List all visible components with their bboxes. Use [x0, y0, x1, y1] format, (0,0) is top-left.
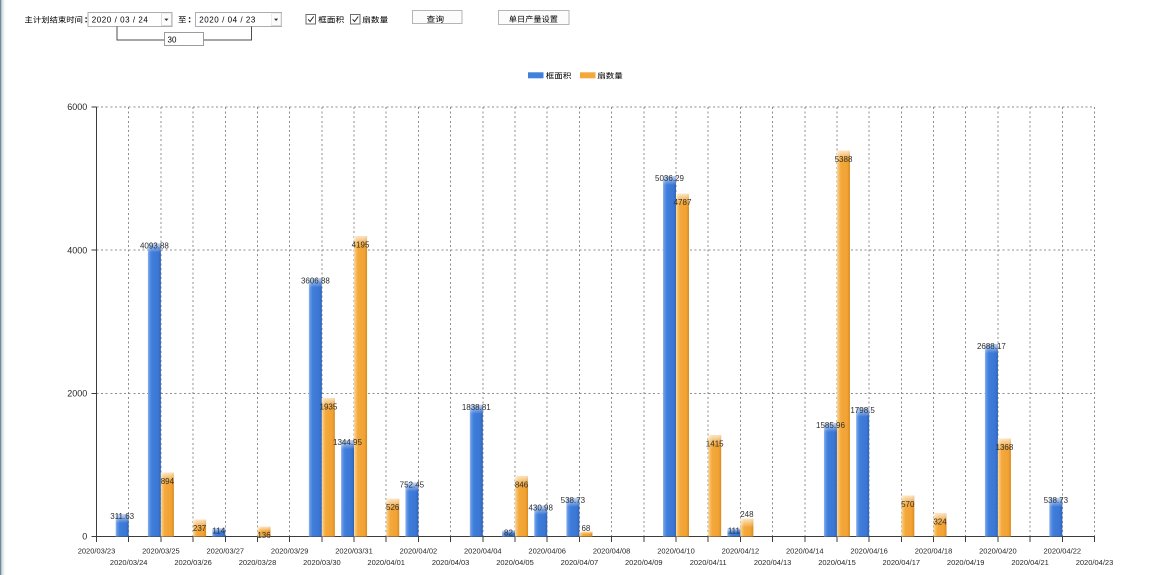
- svg-text:82: 82: [504, 529, 513, 538]
- svg-text:114: 114: [212, 526, 225, 535]
- svg-text:4787: 4787: [674, 198, 692, 207]
- svg-text:2020/04/19: 2020/04/19: [947, 558, 985, 567]
- svg-text:2020/04/01: 2020/04/01: [367, 558, 405, 567]
- svg-text:2020/04/12: 2020/04/12: [722, 546, 760, 555]
- svg-text:894: 894: [161, 477, 175, 486]
- svg-text:2020/03/28: 2020/03/28: [239, 558, 277, 567]
- svg-text:4000: 4000: [67, 245, 87, 255]
- svg-text:2688.17: 2688.17: [977, 342, 1006, 351]
- svg-text:2020/04/06: 2020/04/06: [528, 546, 566, 555]
- svg-text:570: 570: [901, 500, 915, 509]
- svg-text:2020/03/30: 2020/03/30: [303, 558, 341, 567]
- svg-text:1415: 1415: [706, 440, 724, 449]
- svg-text:2020/03/25: 2020/03/25: [142, 546, 180, 555]
- svg-text:2020/03/23: 2020/03/23: [78, 546, 116, 555]
- svg-text:311.63: 311.63: [110, 512, 134, 521]
- svg-text:324: 324: [933, 518, 947, 527]
- svg-text:5388: 5388: [835, 155, 853, 164]
- svg-text:538.73: 538.73: [561, 496, 586, 505]
- svg-text:1585.96: 1585.96: [816, 421, 845, 430]
- svg-text:2020/04/03: 2020/04/03: [432, 558, 470, 567]
- svg-text:2020/03/26: 2020/03/26: [174, 558, 212, 567]
- svg-text:2020/03/31: 2020/03/31: [335, 546, 373, 555]
- svg-text:2020/03/27: 2020/03/27: [207, 546, 245, 555]
- svg-text:3606.88: 3606.88: [301, 276, 330, 285]
- svg-text:5036.29: 5036.29: [655, 174, 684, 183]
- svg-text:2020/04/11: 2020/04/11: [690, 558, 727, 567]
- svg-text:2000: 2000: [67, 389, 87, 399]
- svg-text:2020/04/08: 2020/04/08: [593, 546, 631, 555]
- svg-text:2020 / 04 / 23: 2020 / 04 / 23: [199, 15, 256, 24]
- svg-text:0: 0: [82, 532, 87, 542]
- svg-text:2020/04/14: 2020/04/14: [786, 546, 824, 555]
- svg-text:526: 526: [386, 503, 400, 512]
- svg-text:248: 248: [740, 510, 754, 519]
- svg-text:2020 / 03 / 24: 2020 / 03 / 24: [92, 15, 149, 24]
- svg-text:1935: 1935: [320, 402, 338, 411]
- svg-text:1838.81: 1838.81: [462, 403, 491, 412]
- svg-text:2020/04/09: 2020/04/09: [625, 558, 663, 567]
- svg-text:30: 30: [168, 35, 177, 44]
- svg-text:2020/04/15: 2020/04/15: [818, 558, 856, 567]
- svg-text:136: 136: [257, 531, 271, 540]
- svg-text:1344.95: 1344.95: [333, 438, 362, 447]
- svg-text:68: 68: [581, 524, 590, 533]
- svg-text:4093.88: 4093.88: [140, 241, 169, 250]
- svg-text:2020/04/10: 2020/04/10: [657, 546, 695, 555]
- svg-text:6000: 6000: [67, 102, 87, 112]
- svg-text:237: 237: [193, 524, 207, 533]
- svg-text:2020/04/20: 2020/04/20: [979, 546, 1017, 555]
- svg-text:4195: 4195: [352, 241, 370, 250]
- svg-text:2020/03/24: 2020/03/24: [110, 558, 148, 567]
- svg-text:2020/04/21: 2020/04/21: [1011, 558, 1049, 567]
- svg-text:2020/03/29: 2020/03/29: [271, 546, 309, 555]
- svg-text:2020/04/17: 2020/04/17: [883, 558, 921, 567]
- svg-text:2020/04/07: 2020/04/07: [561, 558, 599, 567]
- svg-text:2020/04/05: 2020/04/05: [496, 558, 534, 567]
- svg-text:2020/04/13: 2020/04/13: [754, 558, 792, 567]
- svg-text:2020/04/02: 2020/04/02: [400, 546, 438, 555]
- svg-text:2020/04/22: 2020/04/22: [1044, 546, 1082, 555]
- svg-text:846: 846: [515, 480, 529, 489]
- svg-text:752.45: 752.45: [400, 481, 425, 490]
- svg-text:1798.5: 1798.5: [850, 406, 875, 415]
- svg-text:2020/04/04: 2020/04/04: [464, 546, 502, 555]
- svg-text:430.98: 430.98: [528, 504, 553, 513]
- svg-text:2020/04/16: 2020/04/16: [850, 546, 888, 555]
- svg-text:2020/04/18: 2020/04/18: [915, 546, 953, 555]
- svg-text:1368: 1368: [996, 443, 1014, 452]
- svg-text:2020/04/23: 2020/04/23: [1076, 558, 1114, 567]
- svg-text:538.73: 538.73: [1044, 496, 1069, 505]
- svg-text:111: 111: [728, 527, 741, 536]
